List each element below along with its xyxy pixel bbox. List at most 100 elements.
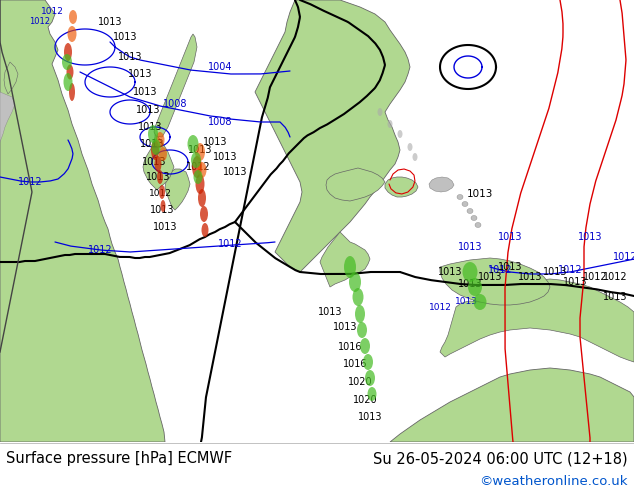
Text: 1013: 1013 — [498, 262, 522, 272]
Ellipse shape — [363, 354, 373, 370]
Ellipse shape — [155, 156, 162, 172]
Text: 1013: 1013 — [478, 272, 502, 282]
Text: 1013: 1013 — [118, 52, 142, 62]
Text: 1008: 1008 — [163, 99, 187, 109]
Ellipse shape — [64, 43, 72, 61]
Polygon shape — [0, 0, 165, 442]
Ellipse shape — [413, 153, 418, 161]
Ellipse shape — [188, 135, 198, 153]
Text: 1013: 1013 — [133, 87, 157, 97]
Text: 1013: 1013 — [213, 152, 237, 162]
Polygon shape — [255, 0, 410, 272]
Ellipse shape — [198, 189, 206, 207]
Text: 1016: 1016 — [338, 342, 362, 352]
Ellipse shape — [475, 222, 481, 227]
Polygon shape — [440, 279, 634, 362]
Polygon shape — [385, 177, 418, 197]
Ellipse shape — [152, 139, 160, 155]
Ellipse shape — [193, 170, 202, 184]
Polygon shape — [154, 34, 197, 137]
Ellipse shape — [155, 132, 164, 148]
Ellipse shape — [67, 65, 74, 79]
Ellipse shape — [200, 206, 208, 222]
Text: 1016: 1016 — [343, 359, 367, 369]
Ellipse shape — [191, 152, 201, 168]
Text: 1004: 1004 — [208, 62, 232, 72]
Text: 1012: 1012 — [41, 7, 63, 17]
Text: Surface pressure [hPa] ECMWF: Surface pressure [hPa] ECMWF — [6, 451, 233, 466]
Ellipse shape — [69, 83, 75, 101]
Text: 1013: 1013 — [333, 322, 357, 332]
Ellipse shape — [67, 26, 77, 42]
Text: 1012: 1012 — [429, 302, 451, 312]
Ellipse shape — [457, 195, 463, 199]
Ellipse shape — [63, 73, 72, 91]
Text: 1012: 1012 — [148, 190, 171, 198]
Text: 1013: 1013 — [437, 267, 462, 277]
Polygon shape — [0, 92, 15, 142]
Text: 1012: 1012 — [186, 162, 210, 172]
Text: 1013: 1013 — [188, 145, 212, 155]
Text: 1013: 1013 — [518, 272, 542, 282]
Text: 1008: 1008 — [208, 117, 232, 127]
Text: 1013: 1013 — [153, 222, 178, 232]
Polygon shape — [320, 232, 370, 287]
Text: 1013: 1013 — [578, 232, 602, 242]
Ellipse shape — [387, 120, 392, 128]
Ellipse shape — [355, 305, 365, 323]
Text: 1013: 1013 — [142, 157, 166, 167]
Ellipse shape — [159, 185, 165, 199]
Text: 1013: 1013 — [127, 69, 152, 79]
Ellipse shape — [195, 174, 205, 194]
Ellipse shape — [365, 370, 375, 386]
Text: 1012: 1012 — [488, 265, 512, 275]
Text: 1012: 1012 — [87, 245, 112, 255]
Ellipse shape — [202, 223, 209, 237]
Ellipse shape — [474, 294, 486, 310]
Text: 1013: 1013 — [138, 122, 162, 132]
Ellipse shape — [160, 200, 165, 212]
Ellipse shape — [159, 147, 167, 161]
Ellipse shape — [198, 162, 207, 178]
Text: 1012: 1012 — [583, 272, 607, 282]
Polygon shape — [165, 169, 190, 210]
Ellipse shape — [377, 108, 382, 116]
Text: 1013: 1013 — [458, 279, 482, 289]
Polygon shape — [390, 368, 634, 442]
Ellipse shape — [408, 143, 413, 151]
Ellipse shape — [62, 54, 72, 70]
Polygon shape — [326, 168, 385, 201]
Text: 1013: 1013 — [458, 242, 482, 252]
Text: 1013: 1013 — [498, 232, 522, 242]
Ellipse shape — [195, 143, 205, 161]
Ellipse shape — [357, 322, 367, 338]
Ellipse shape — [192, 156, 202, 178]
Ellipse shape — [69, 10, 77, 24]
Text: 1013: 1013 — [455, 297, 477, 307]
Text: 1013: 1013 — [563, 277, 587, 287]
Ellipse shape — [360, 338, 370, 354]
Text: 1013: 1013 — [150, 205, 174, 215]
Text: 1013: 1013 — [139, 139, 164, 149]
Polygon shape — [4, 62, 18, 94]
Text: 1012: 1012 — [612, 252, 634, 262]
Ellipse shape — [368, 387, 377, 401]
Polygon shape — [429, 177, 454, 192]
Text: 1013: 1013 — [146, 172, 171, 182]
Ellipse shape — [471, 216, 477, 220]
Ellipse shape — [148, 125, 158, 143]
Text: 1013: 1013 — [543, 267, 567, 277]
Text: 1013: 1013 — [203, 137, 227, 147]
Ellipse shape — [151, 140, 159, 160]
Text: 1012: 1012 — [18, 177, 42, 187]
Ellipse shape — [462, 201, 468, 206]
Text: 1012: 1012 — [30, 18, 51, 26]
Text: Su 26-05-2024 06:00 UTC (12+18): Su 26-05-2024 06:00 UTC (12+18) — [373, 451, 628, 466]
Text: 1013: 1013 — [98, 17, 122, 27]
Text: 1012: 1012 — [558, 265, 582, 275]
Polygon shape — [143, 132, 174, 190]
Text: 1012: 1012 — [217, 239, 242, 249]
Text: ©weatheronline.co.uk: ©weatheronline.co.uk — [479, 475, 628, 488]
Ellipse shape — [353, 288, 363, 306]
Text: 1013: 1013 — [223, 167, 247, 177]
